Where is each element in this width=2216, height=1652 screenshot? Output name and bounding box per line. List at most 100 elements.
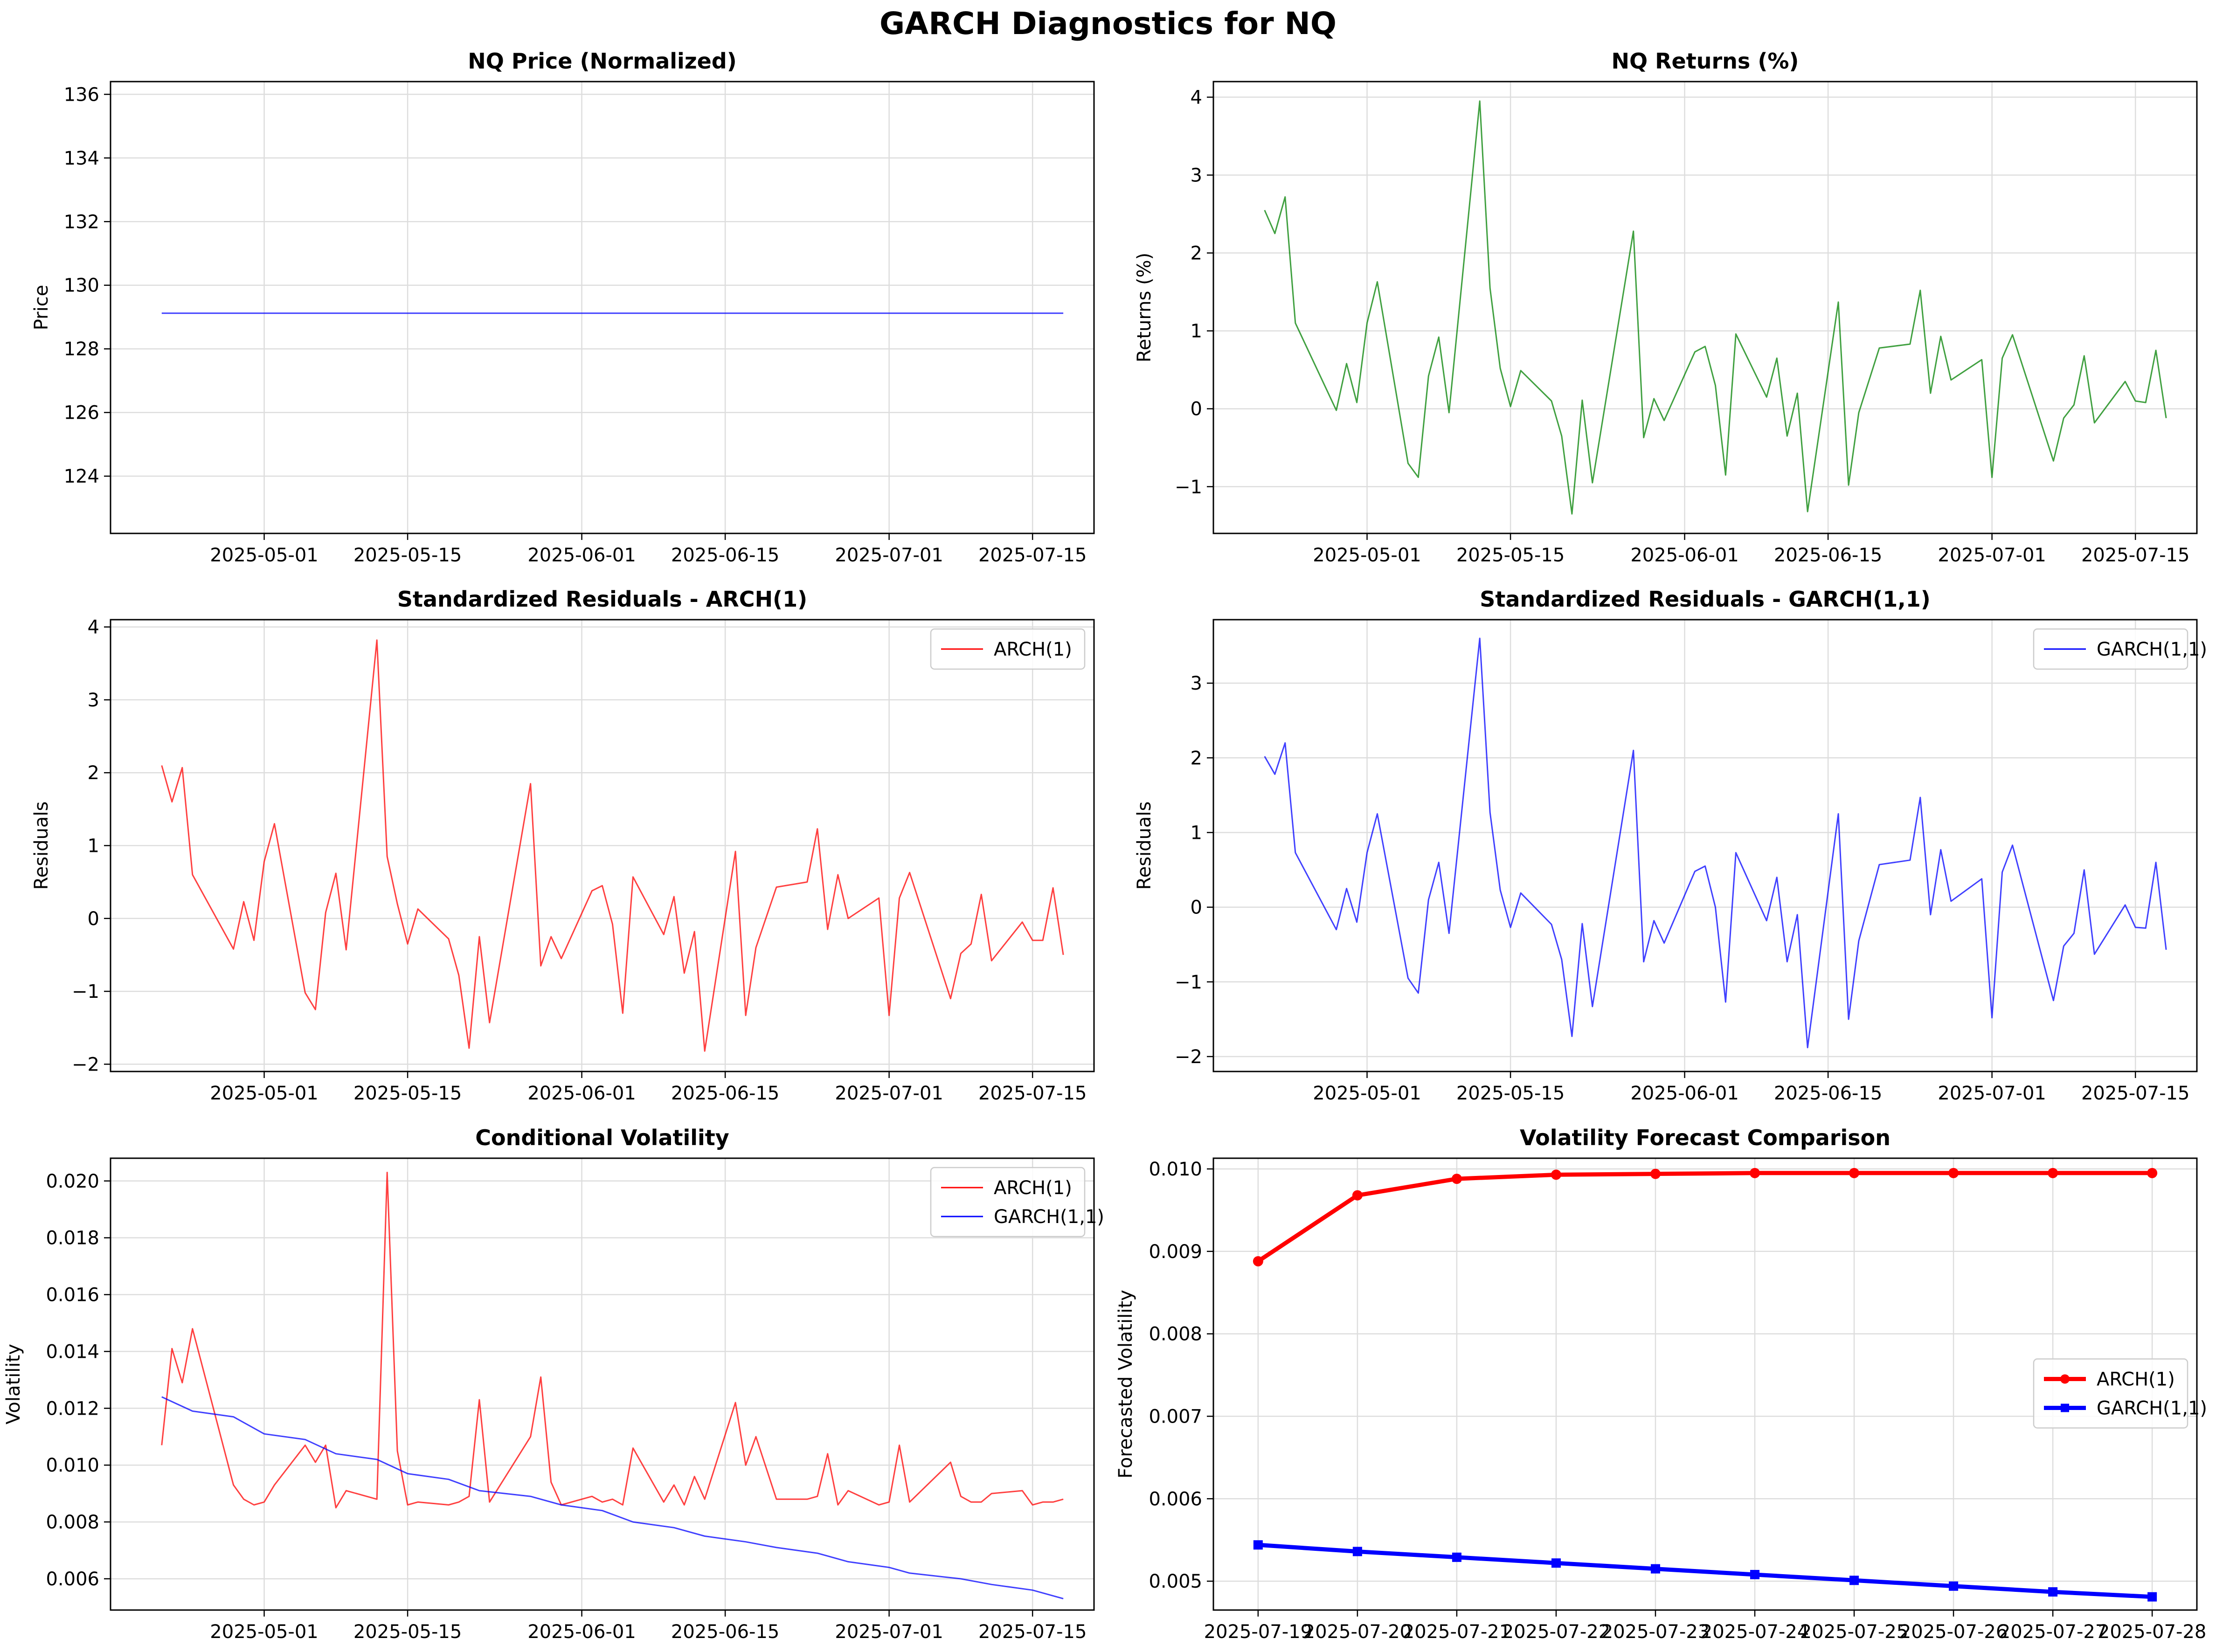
- axes-frame: [110, 81, 1095, 534]
- data-point: [1253, 1540, 1263, 1550]
- x-tick-label: 2025-07-28: [2098, 1621, 2206, 1643]
- chart-cond_vol: 2025-05-01 2025-05-15 2025-06-01 2025-06-15…: [3, 1125, 1104, 1643]
- legend-label: ARCH(1): [994, 639, 1072, 660]
- data-point: [2048, 1168, 2058, 1178]
- y-tick-label: 130: [64, 275, 99, 297]
- y-axis-label: Returns (%): [1134, 253, 1155, 363]
- y-tick-label: 0.006: [1149, 1488, 1202, 1510]
- series-line: [1264, 100, 2167, 515]
- x-tick-label: 2025-07-25: [1800, 1621, 1908, 1643]
- x-tick-label: 2025-05-15: [353, 545, 462, 566]
- subplot-title: Standardized Residuals - GARCH(1,1): [1480, 587, 1931, 612]
- data-point: [1650, 1168, 1661, 1179]
- axes-frame: [1212, 619, 2198, 1072]
- y-tick-label: 128: [64, 339, 99, 360]
- legend: GARCH(1,1): [2033, 628, 2207, 670]
- x-tick-label: 2025-05-01: [1313, 1083, 1421, 1104]
- data-point: [1948, 1168, 1959, 1178]
- y-tick-label: 124: [64, 466, 99, 487]
- y-tick-label: −1: [1175, 477, 1202, 498]
- y-tick-label: −2: [72, 1054, 99, 1075]
- y-tick-label: 0.018: [46, 1228, 99, 1249]
- axes-frame: [110, 1157, 1095, 1611]
- x-tick-label: 2025-07-15: [2081, 1083, 2189, 1104]
- x-tick-label: 2025-07-19: [1204, 1621, 1312, 1643]
- data-point: [1750, 1168, 1760, 1178]
- y-axis-label: Forecasted Volatility: [1115, 1290, 1136, 1479]
- data-point: [1551, 1169, 1561, 1180]
- x-tick-label: 2025-07-26: [1899, 1621, 2008, 1643]
- x-tick-label: 2025-05-15: [353, 1621, 462, 1643]
- data-point: [2147, 1168, 2158, 1178]
- x-tick-label: 2025-07-01: [1938, 1083, 2046, 1104]
- y-tick-label: −1: [1175, 972, 1202, 993]
- data-point: [1352, 1190, 1363, 1201]
- y-axis-label: Price: [31, 285, 52, 331]
- x-tick-label: 2025-07-15: [978, 545, 1087, 566]
- x-tick-label: 2025-07-15: [978, 1621, 1087, 1643]
- plot-area: [1213, 620, 2197, 1071]
- subplot-title: Conditional Volatility: [475, 1125, 729, 1150]
- x-tick-label: 2025-05-01: [210, 1083, 318, 1104]
- legend: ARCH(1) GARCH(1,1): [2033, 1358, 2207, 1429]
- y-tick-label: 0.007: [1149, 1406, 1202, 1427]
- data-point: [1253, 1256, 1263, 1267]
- y-tick-label: 0.010: [1149, 1159, 1202, 1180]
- x-tick-label: 2025-05-01: [210, 545, 318, 566]
- data-point: [2048, 1587, 2058, 1597]
- y-axis-label: Residuals: [1134, 802, 1155, 890]
- x-tick-label: 2025-07-01: [835, 545, 943, 566]
- data-point: [1451, 1174, 1462, 1184]
- data-point: [1352, 1547, 1362, 1556]
- data-point: [1551, 1558, 1561, 1568]
- legend-label: GARCH(1,1): [2097, 639, 2207, 660]
- y-tick-label: 3: [1191, 673, 1202, 694]
- plot-area: [111, 1158, 1094, 1610]
- data-point: [1849, 1168, 1860, 1178]
- subplot-title: Volatility Forecast Comparison: [1520, 1125, 1891, 1150]
- y-tick-label: 126: [64, 402, 99, 424]
- legend-box: [2033, 628, 2188, 670]
- x-tick-label: 2025-07-15: [978, 1083, 1087, 1104]
- x-tick-label: 2025-07-24: [1701, 1621, 1809, 1643]
- legend-label: ARCH(1): [2097, 1369, 2175, 1390]
- y-tick-label: 134: [64, 148, 99, 169]
- x-tick-label: 2025-05-15: [353, 1083, 462, 1104]
- axes-frame: [1212, 81, 2198, 534]
- x-tick-label: 2025-06-15: [1774, 1083, 1882, 1104]
- x-tick-label: 2025-07-21: [1403, 1621, 1511, 1643]
- y-axis-label: Residuals: [31, 802, 52, 890]
- x-tick-label: 2025-06-01: [1630, 1083, 1738, 1104]
- x-tick-label: 2025-06-01: [1630, 545, 1738, 566]
- y-tick-label: 2: [1191, 747, 1202, 769]
- data-point: [1849, 1576, 1859, 1585]
- plot-area: [1213, 1158, 2197, 1610]
- legend-marker: [2061, 1403, 2069, 1412]
- y-tick-label: 4: [1191, 87, 1202, 108]
- data-point: [1452, 1552, 1461, 1562]
- series-line: [1264, 637, 2167, 1049]
- legend: ARCH(1): [930, 628, 1086, 670]
- x-tick-label: 2025-06-15: [671, 1621, 779, 1643]
- y-tick-label: −1: [72, 981, 99, 1002]
- y-tick-label: 0.014: [46, 1341, 99, 1362]
- legend-box: [2033, 1358, 2188, 1429]
- x-tick-label: 2025-07-01: [835, 1083, 943, 1104]
- legend-label: GARCH(1,1): [994, 1206, 1104, 1228]
- x-tick-label: 2025-07-15: [2081, 545, 2189, 566]
- chart-resid_garch: 2025-05-01 2025-05-15 2025-06-01 2025-06-15…: [1134, 587, 2207, 1104]
- series-line: [1258, 1542, 2153, 1599]
- x-tick-label: 2025-07-23: [1601, 1621, 1710, 1643]
- y-tick-label: 2: [88, 762, 99, 784]
- y-tick-label: 0: [88, 908, 99, 930]
- y-tick-label: 0.005: [1149, 1571, 1202, 1592]
- data-point: [1750, 1569, 1760, 1579]
- y-tick-label: 0.012: [46, 1398, 99, 1419]
- y-tick-label: 1: [88, 836, 99, 857]
- x-tick-label: 2025-07-22: [1502, 1621, 1610, 1643]
- x-tick-label: 2025-06-01: [527, 545, 636, 566]
- legend-label: GARCH(1,1): [2097, 1398, 2207, 1419]
- figure-title: GARCH Diagnostics for NQ: [879, 6, 1337, 41]
- plot-area: [111, 82, 1094, 533]
